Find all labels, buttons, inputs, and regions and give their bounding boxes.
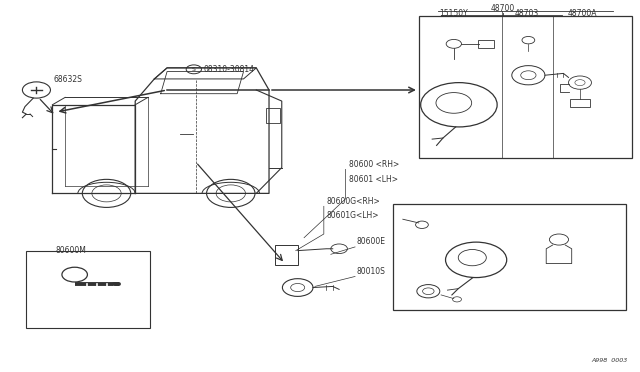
Bar — [478, 40, 494, 48]
Bar — [275, 245, 298, 265]
Text: A998  0003: A998 0003 — [591, 358, 627, 363]
Text: 80601G<LH>: 80601G<LH> — [326, 211, 379, 220]
Text: 15150Y: 15150Y — [440, 9, 468, 18]
Bar — [419, 16, 632, 158]
Text: 80600 <RH>: 80600 <RH> — [349, 160, 399, 169]
Text: 80600G<RH>: 80600G<RH> — [326, 197, 380, 206]
Text: S: S — [192, 67, 196, 72]
Text: 48700: 48700 — [491, 4, 515, 13]
Bar — [394, 205, 626, 310]
Text: 68632S: 68632S — [54, 76, 83, 84]
Bar — [266, 109, 280, 123]
Text: 48703: 48703 — [515, 9, 540, 18]
Text: 80600E: 80600E — [357, 237, 386, 246]
Text: 08310-30814: 08310-30814 — [204, 65, 254, 74]
Text: 48700A: 48700A — [568, 9, 597, 18]
Text: 80601 <LH>: 80601 <LH> — [349, 175, 397, 184]
Text: 80600M: 80600M — [56, 246, 86, 256]
Text: 80010S: 80010S — [357, 267, 386, 276]
Bar — [26, 251, 150, 328]
Bar — [570, 99, 589, 107]
